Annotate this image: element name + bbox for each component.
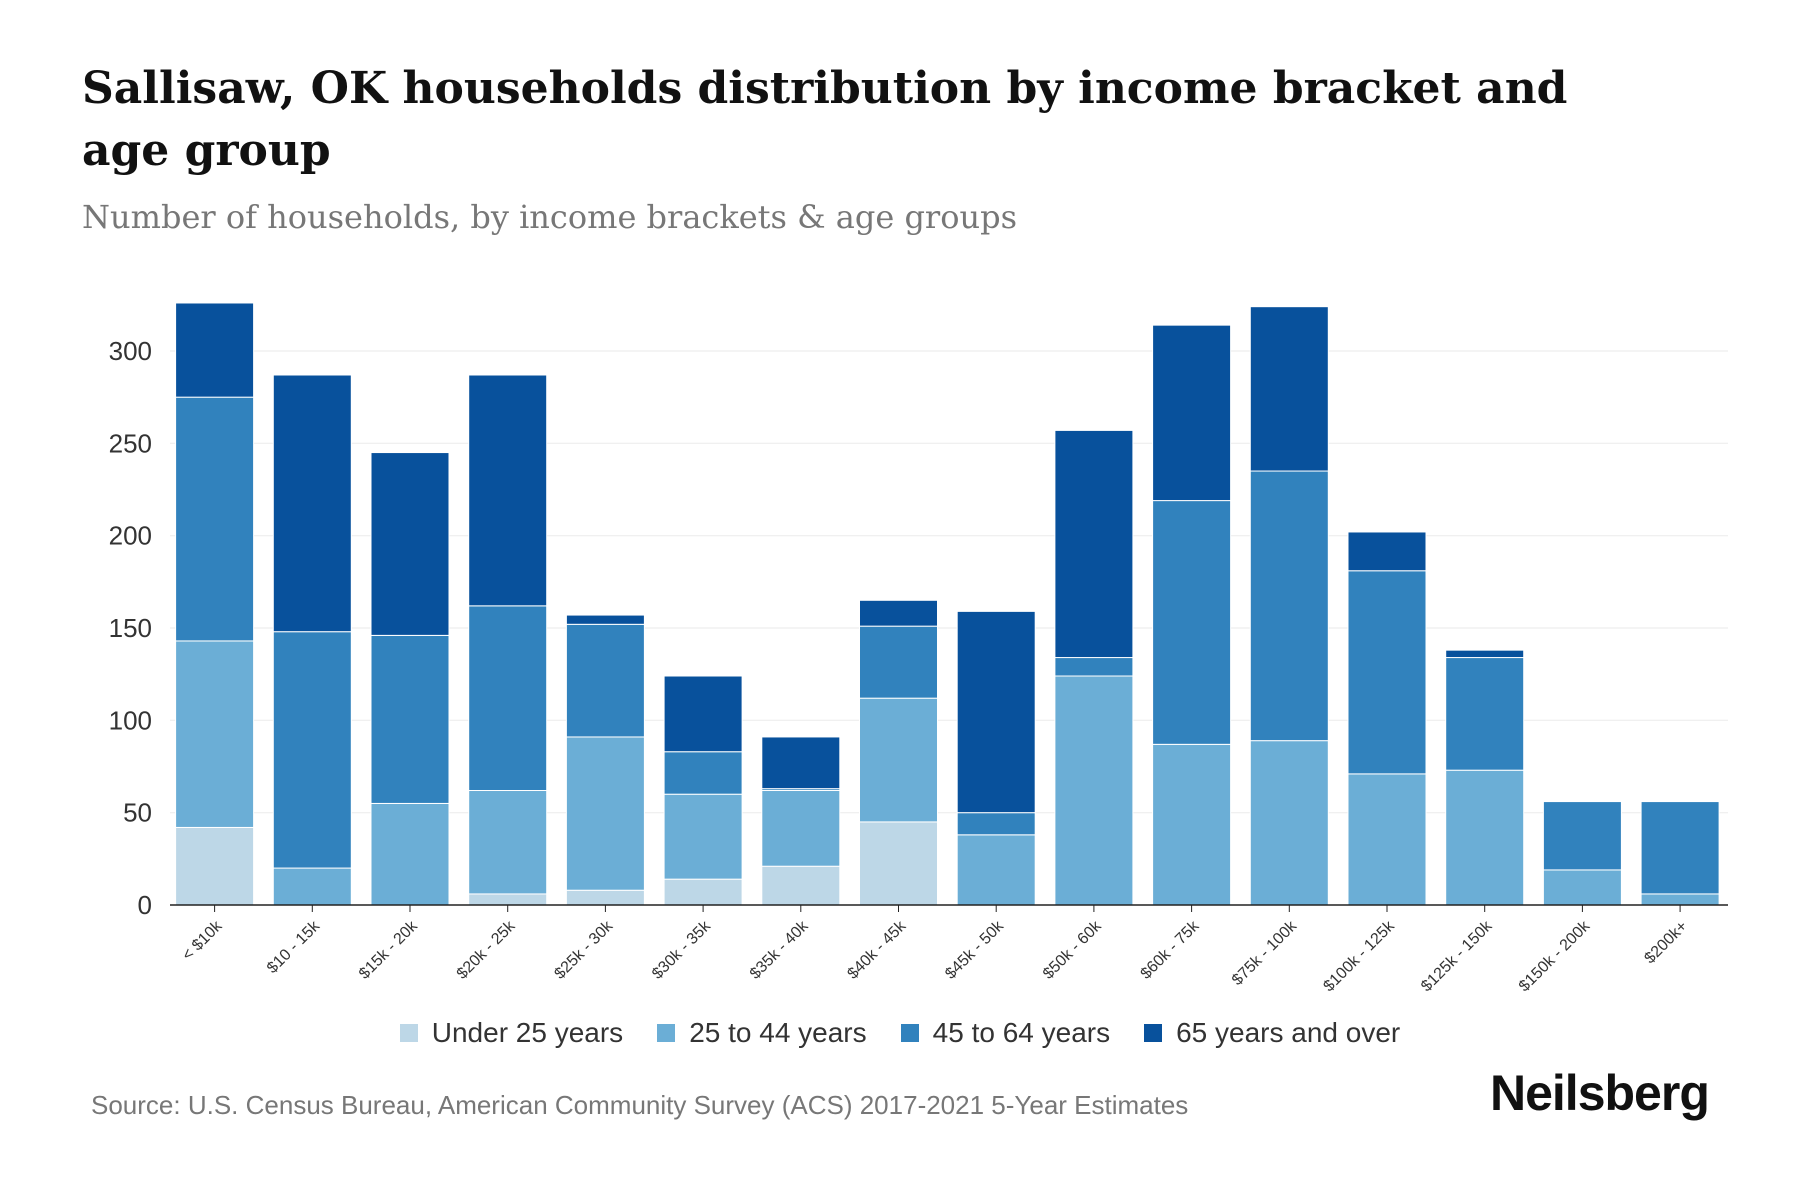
bar-segment-0 <box>565 889 645 906</box>
legend-item: 45 to 64 years <box>900 1017 1111 1049</box>
bars <box>175 302 1720 906</box>
legend-label: 45 to 64 years <box>932 1017 1111 1048</box>
bar-segment-3 <box>370 452 450 636</box>
bar-segment-1 <box>859 697 938 823</box>
bar-segment-2 <box>468 605 548 792</box>
y-tick-label: 0 <box>138 890 152 920</box>
y-tick-label: 250 <box>109 428 152 458</box>
bar-segment-2 <box>565 623 645 738</box>
bar-segment-3 <box>565 614 645 625</box>
legend: Under 25 years 25 to 44 years 45 to 64 yea… <box>0 1017 1800 1049</box>
legend-label: 25 to 44 years <box>689 1017 867 1048</box>
neilsberg-logo: Neilsberg <box>1490 1065 1710 1121</box>
bar-segment-3 <box>1249 306 1329 472</box>
x-axis-ticks: < $10k $10 - 15k $15k - 20k $20k - 25k $25k … <box>179 905 1691 995</box>
bar-segment-3 <box>663 675 743 753</box>
legend-label: 65 years and over <box>1176 1017 1401 1048</box>
stacked-bar-chart: 0 50 100 150 200 250 300 < $10k $10 - 15k $15k -… <box>109 302 1728 995</box>
bar-segment-3 <box>175 302 255 398</box>
bar-segment-3 <box>1054 429 1134 659</box>
x-tick-label: $30k - 35k <box>649 917 715 983</box>
x-tick-label: $50k - 60k <box>1040 917 1106 983</box>
legend-swatch <box>1144 1024 1163 1042</box>
bar-segment-3 <box>859 599 938 627</box>
bar-segment-1 <box>1152 743 1232 906</box>
bar-segment-2 <box>1542 801 1622 871</box>
y-axis-ticks: 0 50 100 150 200 250 300 <box>109 336 152 920</box>
bar-segment-1 <box>468 790 548 895</box>
bar-segment-2 <box>1347 570 1427 775</box>
x-tick-label: $10 - 15k <box>264 917 324 977</box>
bar-segment-1 <box>272 867 352 906</box>
x-tick-label: $125k - 150k <box>1418 917 1496 995</box>
bar-segment-2 <box>956 812 1036 836</box>
x-tick-label: $200k+ <box>1641 918 1690 967</box>
bar-segment-3 <box>1445 649 1525 659</box>
bar-segment-1 <box>1542 869 1622 906</box>
bar-segment-1 <box>565 736 645 891</box>
bar-segment-2 <box>175 396 255 642</box>
chart-subtitle: Number of households, by income brackets… <box>82 198 1017 236</box>
x-tick-label: < $10k <box>179 917 226 964</box>
bar-segment-2 <box>1640 801 1720 895</box>
x-tick-label: $20k - 25k <box>454 917 520 983</box>
legend-label: Under 25 years <box>431 1017 624 1048</box>
y-tick-label: 150 <box>109 613 152 643</box>
x-tick-label: $45k - 50k <box>942 917 1008 983</box>
chart-title: Sallisaw, OK households distribution by … <box>82 63 1568 176</box>
x-tick-label: $35k - 40k <box>747 917 813 983</box>
bar-segment-3 <box>761 736 841 790</box>
bar-segment-2 <box>272 631 352 869</box>
x-tick-label: $150k - 200k <box>1516 917 1594 995</box>
y-tick-label: 50 <box>123 798 152 828</box>
y-tick-label: 200 <box>109 521 152 551</box>
bar-segment-3 <box>1152 324 1232 502</box>
bar-segment-2 <box>1054 657 1134 677</box>
legend-swatch <box>399 1024 418 1042</box>
bar-segment-0 <box>468 893 548 906</box>
bar-segment-3 <box>272 374 352 633</box>
legend-item: 65 years and over <box>1144 1017 1400 1049</box>
bar-segment-1 <box>956 834 1036 906</box>
x-tick-label: $60k - 75k <box>1138 917 1204 983</box>
x-tick-label: $15k - 20k <box>356 917 422 983</box>
bar-segment-3 <box>1347 531 1427 572</box>
bar-segment-0 <box>859 821 938 906</box>
bar-segment-2 <box>1249 470 1329 742</box>
legend-swatch <box>900 1024 919 1042</box>
bar-segment-1 <box>370 802 450 906</box>
x-tick-label: $25k - 30k <box>551 917 617 983</box>
bar-segment-1 <box>1445 769 1525 906</box>
bar-segment-0 <box>175 826 255 906</box>
bar-segment-1 <box>1347 773 1427 906</box>
legend-item: Under 25 years <box>399 1017 624 1049</box>
x-tick-label: $100k - 125k <box>1320 917 1398 995</box>
legend-item: 25 to 44 years <box>657 1017 867 1049</box>
y-tick-label: 100 <box>109 705 152 735</box>
bar-segment-2 <box>663 751 743 795</box>
bar-segment-1 <box>1249 740 1329 906</box>
bar-segment-0 <box>761 865 841 906</box>
bar-segment-1 <box>663 793 743 880</box>
bar-segment-1 <box>1054 675 1134 906</box>
bar-segment-1 <box>761 790 841 867</box>
x-tick-label: $75k - 100k <box>1229 917 1301 989</box>
bar-segment-2 <box>1152 500 1232 745</box>
bar-segment-3 <box>956 610 1036 814</box>
source-note: Source: U.S. Census Bureau, American Com… <box>91 1090 1189 1120</box>
bar-segment-0 <box>663 878 743 906</box>
bar-segment-1 <box>1640 893 1720 906</box>
bar-segment-2 <box>859 625 938 699</box>
bar-segment-2 <box>1445 657 1525 771</box>
bar-segment-1 <box>175 640 255 828</box>
bar-segment-2 <box>370 634 450 804</box>
legend-swatch <box>657 1024 676 1042</box>
bar-segment-3 <box>468 374 548 607</box>
y-tick-label: 300 <box>109 336 152 366</box>
x-tick-label: $40k - 45k <box>844 917 910 983</box>
